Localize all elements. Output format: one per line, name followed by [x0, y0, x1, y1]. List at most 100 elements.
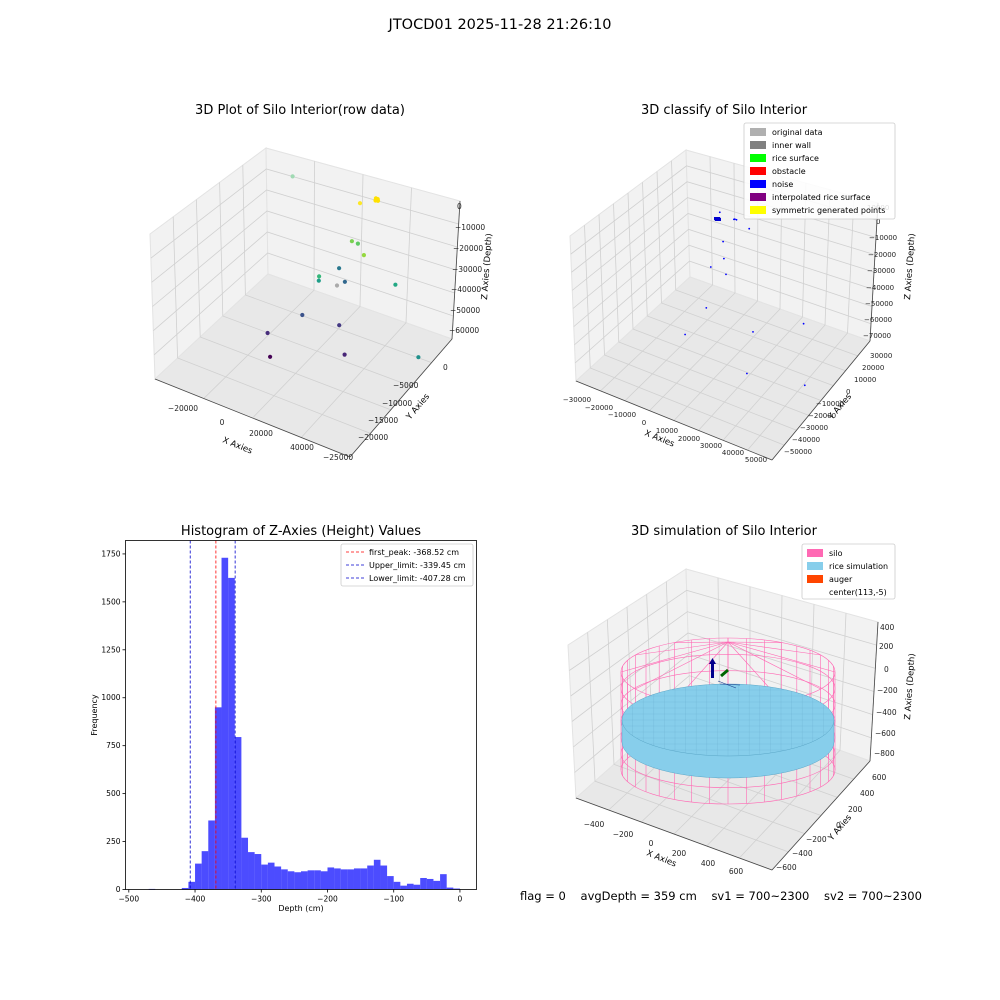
simulation-y-tick: −600 [776, 863, 797, 872]
raw-y-ticks: 0 −5000 −10000 −15000 −20000 −25000 [323, 363, 448, 462]
histogram-bar [340, 869, 348, 890]
simulation-x-tick: −400 [584, 820, 605, 829]
histogram-bar [413, 884, 421, 890]
figure-title: JTOCD01 2025-11-28 21:26:10 [388, 17, 612, 33]
histogram-bar [201, 851, 209, 890]
histogram-x-tick-label: 0 [458, 895, 463, 904]
simulation-y-tick: −200 [806, 835, 827, 844]
raw-x-tick: 40000 [290, 443, 314, 452]
classify-data-point [709, 266, 712, 268]
classify-x-tick: −30000 [563, 396, 591, 404]
raw-data-point [334, 283, 340, 288]
raw-x-label: X Axies [221, 436, 254, 457]
simulation-y-tick: 400 [860, 789, 875, 798]
raw-z-tick: −10000 [455, 223, 485, 232]
classify-z-tick: −40000 [866, 284, 894, 292]
classify-axis-lines [575, 202, 879, 461]
classify-x-tick: 30000 [700, 442, 722, 450]
simulation-z-ticks: 400 200 0 −200 −400 −600 −800 [874, 623, 898, 758]
legend-label: symmetric generated points [772, 206, 885, 215]
raw-data-point [337, 266, 342, 271]
histogram-y-tick-label: 250 [106, 837, 121, 846]
histogram-y-tick-label: 1000 [101, 693, 120, 702]
raw-x-ticks: −20000 0 20000 40000 [168, 404, 314, 452]
histogram-bar [274, 866, 282, 890]
raw-x-tick: −20000 [168, 404, 198, 413]
simulation-y-tick: 0 [836, 821, 841, 830]
raw-z-tick: −50000 [450, 306, 480, 315]
histogram-bar [234, 737, 242, 890]
classify-data-point [725, 273, 727, 276]
legend-label: rice simulation [829, 562, 888, 571]
classify-z-label: Z Axies (Depth) [903, 233, 918, 300]
legend-label: auger [829, 575, 853, 584]
classify-x-tick: 10000 [656, 427, 678, 435]
histogram-bar [294, 872, 301, 890]
histogram-bar [228, 577, 235, 890]
raw-x-tick: 20000 [249, 429, 273, 438]
noise-cluster-point [718, 218, 721, 221]
histogram-bar [208, 820, 215, 890]
classify-z-tick: −20000 [868, 251, 896, 259]
raw-y-tick: −5000 [393, 381, 419, 390]
classify-z-tick: −70000 [863, 332, 891, 340]
histogram-bar [214, 707, 222, 890]
histogram-bar [261, 864, 268, 890]
simulation-z-tick: −800 [874, 749, 895, 758]
classify-x-ticks: −30000 −20000 −10000 0 10000 20000 30000… [563, 396, 767, 464]
histogram-legend-label: first_peak: -368.52 cm [369, 548, 459, 557]
classify-z-tick: −10000 [869, 234, 897, 242]
histogram-y-tick-label: 1750 [101, 549, 120, 558]
classify-y-tick: 0 [846, 388, 850, 396]
simulation-plot-title: 3D simulation of Silo Interior [631, 524, 817, 539]
histogram-bar [195, 863, 202, 890]
histogram-bar [426, 878, 434, 890]
rice-surface-mesh [622, 684, 834, 756]
raw-y-tick: −25000 [323, 453, 353, 462]
raw-data-point [342, 352, 347, 357]
raw-scatter-points [265, 174, 421, 360]
simulation-legend: silo rice simulation auger center(113,-5) [801, 543, 896, 600]
histogram-y-ticks: 0 250 500 750 1000 1250 1500 1750 [101, 549, 126, 894]
histogram-y-label: Frequency [90, 694, 99, 736]
classify-x-tick: 20000 [678, 435, 700, 443]
histogram-y-tick-label: 500 [106, 789, 121, 798]
simulation-x-tick: 0 [649, 839, 654, 848]
raw-data-point [342, 279, 347, 284]
legend-swatch [750, 141, 766, 149]
legend-label: inner wall [772, 141, 811, 150]
raw-data-point [393, 282, 398, 287]
simulation-z-tick: −400 [876, 708, 897, 717]
histogram-plot: −500 −400 −300 −200 −100 0 0 250 500 750 1000 1250… [90, 540, 477, 913]
histogram-bar [188, 881, 196, 890]
histogram-frame [125, 540, 477, 890]
classify-data-point [722, 240, 724, 243]
raw-data-point [290, 174, 295, 179]
legend-label: original data [772, 128, 823, 137]
histogram-x-label: Depth (cm) [278, 904, 323, 913]
histogram-bar [446, 887, 454, 890]
raw-z-label: Z Axies (Depth) [480, 233, 495, 300]
legend-swatch [750, 180, 766, 188]
classify-data-point [735, 218, 738, 221]
classify-x-tick: 0 [642, 419, 646, 427]
histogram-bar [360, 868, 368, 890]
classify-data-point [752, 331, 754, 333]
raw-data-point [357, 201, 363, 206]
classify-data-point [723, 257, 725, 260]
avg-depth-status: avgDepth = 359 cm [580, 889, 697, 903]
raw-axis-lines [154, 200, 461, 458]
histogram-bar [267, 862, 275, 890]
sv2-status: sv2 = 700~2300 [824, 889, 922, 903]
histogram-y-tick-label: 1250 [101, 645, 120, 654]
raw-data-point [268, 354, 273, 359]
classify-data-point [718, 211, 721, 214]
raw-z-tick: −20000 [453, 244, 483, 253]
classify-y-ticks: 30000 20000 10000 0 −10000 −20000 −30000… [784, 352, 892, 456]
histogram-bar [307, 870, 315, 890]
histogram-bar [241, 837, 249, 890]
simulation-x-tick: 400 [701, 859, 716, 868]
legend-label: rice surface [772, 154, 819, 163]
raw-data-point [265, 330, 270, 336]
classify-y-tick: −20000 [808, 412, 836, 420]
